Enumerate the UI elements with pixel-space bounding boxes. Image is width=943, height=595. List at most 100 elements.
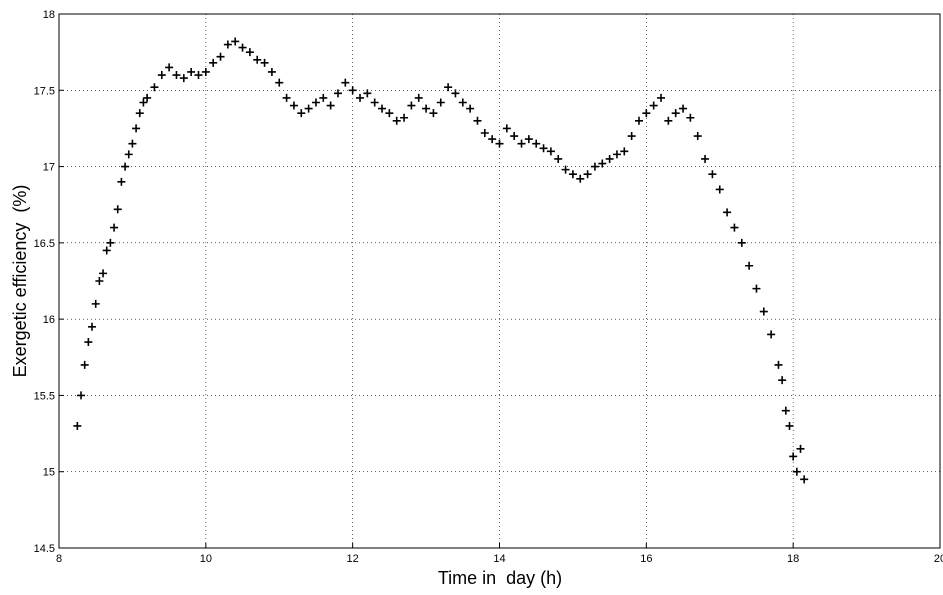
point bbox=[91, 299, 100, 308]
point bbox=[466, 104, 475, 113]
point bbox=[238, 43, 247, 52]
point bbox=[84, 338, 93, 347]
point bbox=[260, 58, 269, 67]
point bbox=[561, 165, 570, 174]
point bbox=[634, 116, 643, 125]
point bbox=[201, 67, 210, 76]
point bbox=[124, 150, 133, 159]
x-axis-title: Time in day (h) bbox=[438, 568, 562, 588]
point bbox=[194, 71, 203, 80]
point bbox=[767, 330, 776, 339]
point bbox=[73, 421, 82, 430]
y-tick-label: 15 bbox=[43, 467, 55, 479]
point bbox=[649, 101, 658, 110]
point bbox=[458, 98, 467, 107]
point bbox=[785, 421, 794, 430]
point bbox=[378, 104, 387, 113]
point bbox=[664, 116, 673, 125]
point bbox=[341, 78, 350, 87]
point bbox=[693, 132, 702, 141]
point bbox=[502, 124, 511, 133]
point bbox=[333, 89, 342, 98]
x-tick-label: 18 bbox=[787, 553, 799, 565]
y-tick-label: 16.5 bbox=[34, 238, 55, 250]
point bbox=[444, 83, 453, 92]
x-tick-label: 8 bbox=[56, 553, 62, 565]
point bbox=[297, 109, 306, 118]
point bbox=[304, 104, 313, 113]
point bbox=[774, 360, 783, 369]
point bbox=[612, 150, 621, 159]
point bbox=[568, 170, 577, 179]
point bbox=[110, 223, 119, 232]
point bbox=[539, 144, 548, 153]
point bbox=[480, 129, 489, 138]
point bbox=[356, 93, 365, 102]
point bbox=[311, 98, 320, 107]
point bbox=[730, 223, 739, 232]
point bbox=[414, 93, 423, 102]
point bbox=[282, 93, 291, 102]
point bbox=[745, 261, 754, 270]
x-tick-label: 14 bbox=[493, 553, 505, 565]
point bbox=[701, 154, 710, 163]
y-tick-label: 16 bbox=[43, 314, 55, 326]
point bbox=[187, 67, 196, 76]
point bbox=[216, 52, 225, 61]
y-tick-label: 18 bbox=[43, 9, 55, 21]
point bbox=[792, 467, 801, 476]
point bbox=[135, 109, 144, 118]
point bbox=[488, 135, 497, 144]
point bbox=[752, 284, 761, 293]
point bbox=[165, 63, 174, 72]
x-tick-label: 10 bbox=[200, 553, 212, 565]
point bbox=[172, 71, 181, 80]
point bbox=[708, 170, 717, 179]
point bbox=[143, 93, 152, 102]
point bbox=[737, 238, 746, 247]
point bbox=[319, 93, 328, 102]
point bbox=[223, 40, 232, 49]
point bbox=[231, 37, 240, 46]
point bbox=[620, 147, 629, 156]
x-tick-label: 20 bbox=[934, 553, 943, 565]
point bbox=[495, 139, 504, 148]
point bbox=[117, 177, 126, 186]
point bbox=[407, 101, 416, 110]
point bbox=[80, 360, 89, 369]
point bbox=[132, 124, 141, 133]
point bbox=[679, 104, 688, 113]
point bbox=[289, 101, 298, 110]
point bbox=[179, 74, 188, 83]
point bbox=[400, 113, 409, 122]
point bbox=[267, 67, 276, 76]
point bbox=[451, 89, 460, 98]
point bbox=[546, 147, 555, 156]
point bbox=[370, 98, 379, 107]
point bbox=[796, 444, 805, 453]
point bbox=[121, 162, 130, 171]
point bbox=[326, 101, 335, 110]
point bbox=[429, 109, 438, 118]
point bbox=[642, 109, 651, 118]
point bbox=[88, 322, 97, 331]
point bbox=[723, 208, 732, 217]
point bbox=[627, 132, 636, 141]
point bbox=[605, 154, 614, 163]
point bbox=[253, 55, 262, 64]
x-tick-label: 16 bbox=[640, 553, 652, 565]
point bbox=[102, 246, 111, 255]
point bbox=[789, 452, 798, 461]
y-tick-label: 17.5 bbox=[34, 85, 55, 97]
point bbox=[157, 71, 166, 80]
y-tick-label: 17 bbox=[43, 162, 55, 174]
point bbox=[781, 406, 790, 415]
point bbox=[209, 58, 218, 67]
point bbox=[524, 135, 533, 144]
point bbox=[245, 48, 254, 57]
point bbox=[392, 116, 401, 125]
point bbox=[715, 185, 724, 194]
point bbox=[590, 162, 599, 171]
point bbox=[598, 159, 607, 168]
